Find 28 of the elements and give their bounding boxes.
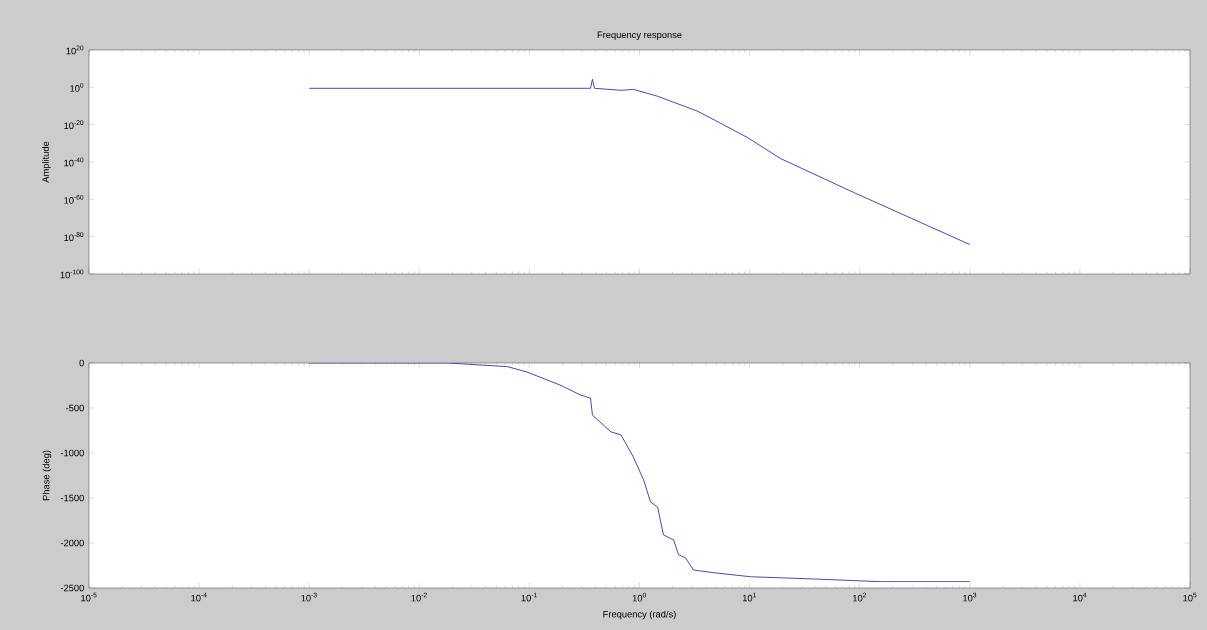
y-axis-title: Amplitude bbox=[42, 141, 51, 183]
x-tick-label: 10$^{-3}$ bbox=[301, 592, 317, 602]
x-tick-label: 10$^{0}$ bbox=[632, 592, 646, 602]
y-tick-label: -2500 bbox=[60, 584, 84, 592]
y-tick-label: 10$^{-80}$ bbox=[64, 232, 84, 242]
y-tick-label: 10$^{20}$ bbox=[66, 45, 84, 55]
y-tick-label: 10$^{0}$ bbox=[70, 82, 84, 92]
y-tick-label: -500 bbox=[66, 404, 84, 412]
x-tick-label: 10$^{-5}$ bbox=[81, 592, 97, 602]
y-axis-title: Phase (deg) bbox=[42, 450, 52, 501]
x-tick-label: 10$^{4}$ bbox=[1073, 592, 1087, 602]
x-tick-label: 10$^{-4}$ bbox=[191, 592, 207, 602]
y-tick-label: -1000 bbox=[60, 449, 84, 457]
y-tick-label: 10$^{-20}$ bbox=[64, 120, 84, 130]
x-tick-label: 10$^{1}$ bbox=[742, 592, 756, 602]
x-tick-label: 10$^{-2}$ bbox=[411, 592, 427, 602]
y-tick-label: 0 bbox=[79, 359, 84, 367]
x-tick-label: 10$^{-1}$ bbox=[521, 592, 537, 602]
y-tick-label: 10$^{-100}$ bbox=[60, 269, 84, 279]
x-axis-title: Frequency (rad/s) bbox=[603, 610, 676, 620]
y-tick-label: -1500 bbox=[60, 494, 84, 502]
x-tick-label: 10$^{2}$ bbox=[853, 592, 867, 602]
x-tick-label: 10$^{5}$ bbox=[1183, 592, 1197, 602]
x-tick-label: 10$^{3}$ bbox=[963, 592, 977, 602]
chart-title: Frequency response bbox=[597, 31, 682, 40]
y-tick-label: 10$^{-60}$ bbox=[64, 194, 84, 204]
y-tick-label: -2000 bbox=[60, 539, 84, 547]
y-tick-label: 10$^{-40}$ bbox=[64, 157, 84, 167]
